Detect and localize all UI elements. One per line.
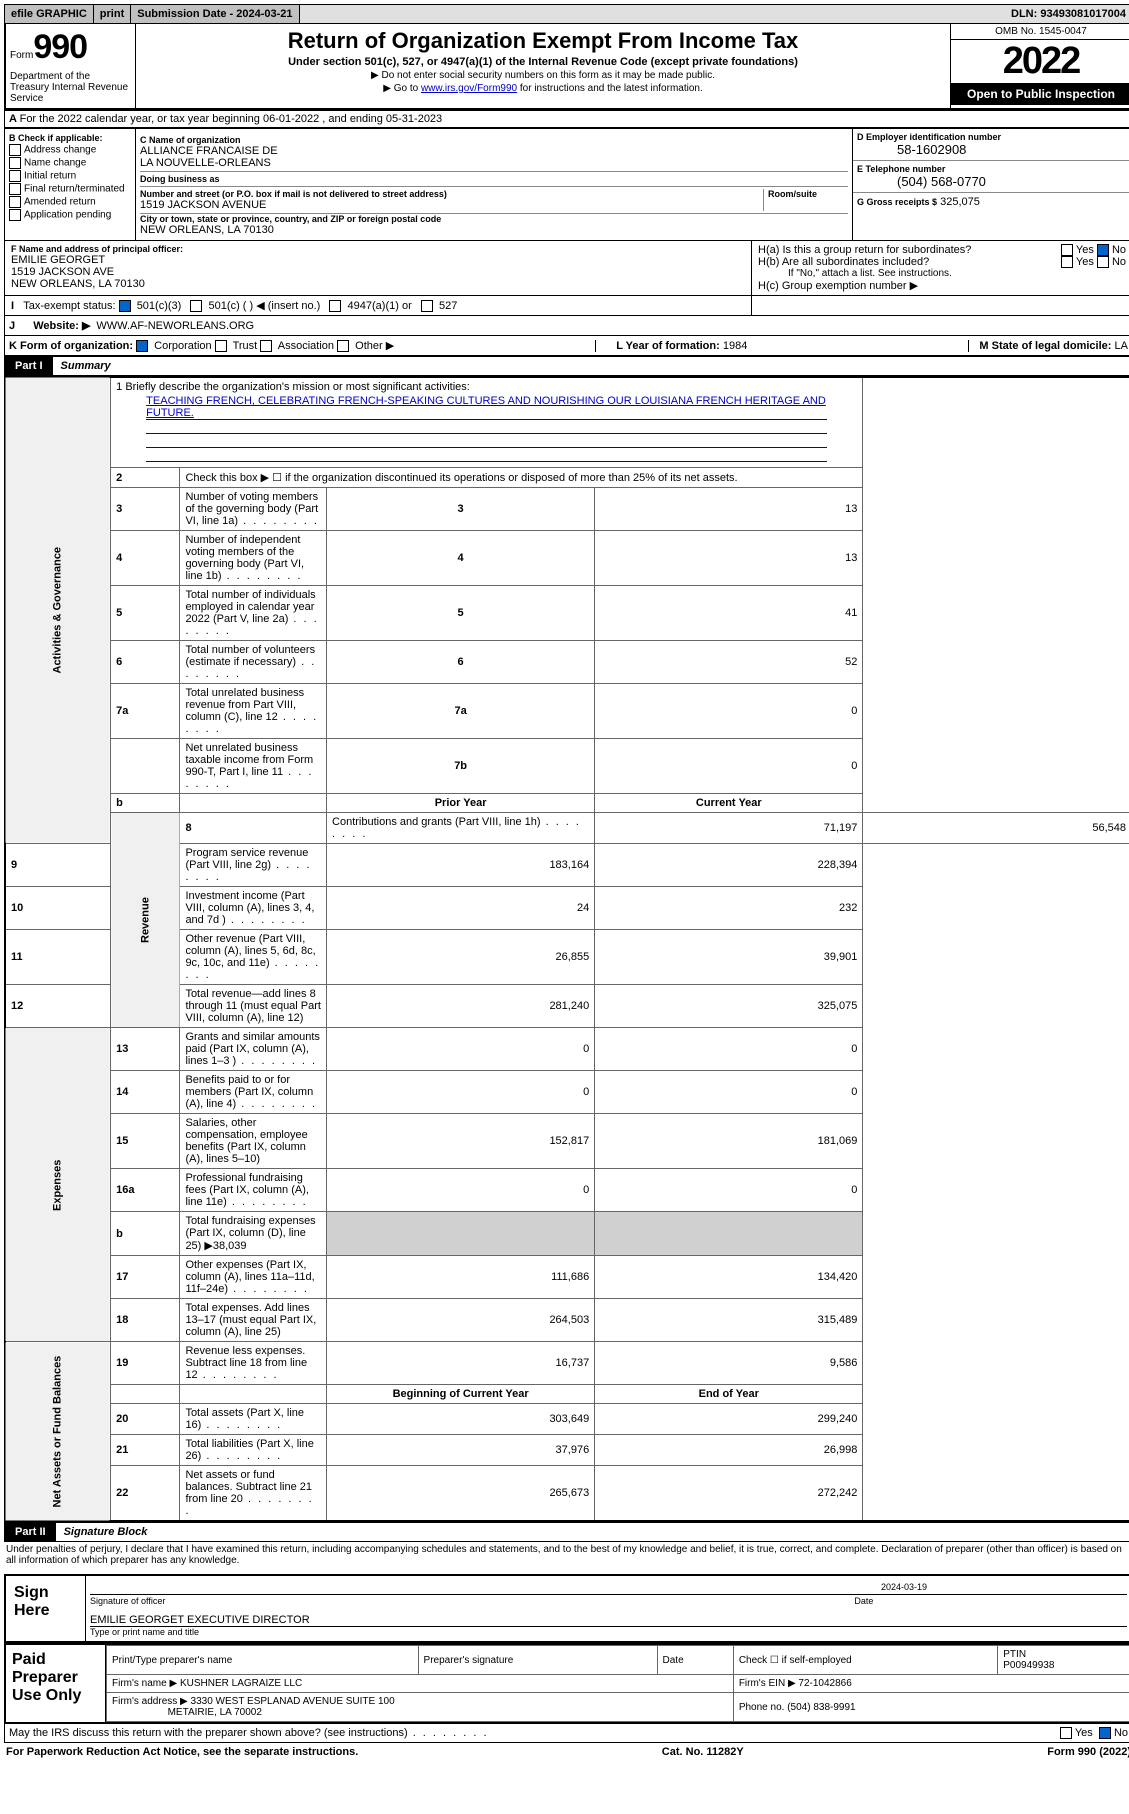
val-7b: 0 xyxy=(595,739,863,794)
block-c: C Name of organizationALLIANCE FRANCAISE… xyxy=(135,129,852,240)
checkbox-pending[interactable] xyxy=(9,209,21,221)
part1-title: Summary xyxy=(53,360,111,372)
block-bcd: B Check if applicable: Address change Na… xyxy=(4,128,1129,241)
form-word: Form xyxy=(10,50,33,61)
gross-receipts: 325,075 xyxy=(940,196,980,208)
cb-501c[interactable] xyxy=(190,300,202,312)
domicile: LA xyxy=(1115,340,1128,352)
irs-link[interactable]: www.irs.gov/Form990 xyxy=(421,83,517,94)
summary-table: Activities & Governance 1 Briefly descri… xyxy=(4,376,1129,1522)
firm-addr2: METAIRIE, LA 70002 xyxy=(168,1707,262,1718)
part2-label: Part II xyxy=(5,1523,56,1541)
city-state-zip: NEW ORLEANS, LA 70130 xyxy=(140,224,848,236)
officer-addr2: NEW ORLEANS, LA 70130 xyxy=(11,278,745,290)
cb-assoc[interactable] xyxy=(260,340,272,352)
checkbox-amended[interactable] xyxy=(9,196,21,208)
checkbox-name[interactable] xyxy=(9,157,21,169)
val-4: 13 xyxy=(595,531,863,586)
officer-addr1: 1519 JACKSON AVE xyxy=(11,266,745,278)
val-6: 52 xyxy=(595,641,863,684)
ha-yes[interactable] xyxy=(1061,244,1073,256)
vert-governance: Activities & Governance xyxy=(5,377,111,844)
submission-date: Submission Date - 2024-03-21 xyxy=(131,5,299,23)
val-5: 41 xyxy=(595,586,863,641)
subtitle: Under section 501(c), 527, or 4947(a)(1)… xyxy=(140,56,946,68)
hb-no[interactable] xyxy=(1097,256,1109,268)
year-formation: 1984 xyxy=(723,340,747,352)
ptin: P00949938 xyxy=(1003,1660,1054,1671)
hb-yes[interactable] xyxy=(1061,256,1073,268)
instr2: ▶ Go to www.irs.gov/Form990 for instruct… xyxy=(140,83,946,94)
penalty-text: Under penalties of perjury, I declare th… xyxy=(4,1542,1129,1568)
form-footer: Form 990 (2022) xyxy=(1047,1746,1129,1758)
val-3: 13 xyxy=(595,488,863,531)
cb-501c3[interactable] xyxy=(119,300,131,312)
dept-text: Department of the Treasury Internal Reve… xyxy=(10,67,131,104)
block-de: D Employer identification number58-16029… xyxy=(852,129,1129,240)
sign-date: 2024-03-19 xyxy=(881,1582,927,1592)
omb-number: OMB No. 1545-0047 xyxy=(951,24,1129,40)
discuss-no[interactable] xyxy=(1099,1727,1111,1739)
val-8c: 56,548 xyxy=(863,813,1129,844)
website: WWW.AF-NEWORLEANS.ORG xyxy=(96,320,254,332)
vert-netassets: Net Assets or Fund Balances xyxy=(5,1342,111,1522)
preparer-block: Paid Preparer Use Only Print/Type prepar… xyxy=(4,1643,1129,1724)
org-name: ALLIANCE FRANCAISE DE LA NOUVELLE-ORLEAN… xyxy=(140,145,848,169)
part2-title: Signature Block xyxy=(56,1526,148,1538)
block-b: B Check if applicable: Address change Na… xyxy=(5,129,135,240)
firm-ein: 72-1042866 xyxy=(798,1678,851,1689)
cb-trust[interactable] xyxy=(215,340,227,352)
mission-q: 1 Briefly describe the organization's mi… xyxy=(116,381,857,393)
ein: 58-1602908 xyxy=(857,142,1128,157)
mission-text: TEACHING FRENCH, CELEBRATING FRENCH-SPEA… xyxy=(146,395,827,420)
val-8p: 71,197 xyxy=(595,813,863,844)
cb-other[interactable] xyxy=(337,340,349,352)
part1-bar: Part I Summary xyxy=(4,356,1129,376)
efile-button[interactable]: efile GRAPHIC xyxy=(5,5,94,23)
print-button[interactable]: print xyxy=(94,5,131,23)
checkbox-address[interactable] xyxy=(9,144,21,156)
tax-year: 2022 xyxy=(951,40,1129,83)
main-title: Return of Organization Exempt From Incom… xyxy=(140,28,946,54)
row-i: I Tax-exempt status: 501(c)(3) 501(c) ( … xyxy=(4,296,1129,316)
row-k: K Form of organization: Corporation Trus… xyxy=(4,336,1129,356)
part2-bar: Part II Signature Block xyxy=(4,1522,1129,1542)
discuss-yes[interactable] xyxy=(1060,1727,1072,1739)
cb-4947[interactable] xyxy=(329,300,341,312)
phone: (504) 568-0770 xyxy=(857,174,1128,189)
part1-label: Part I xyxy=(5,357,53,375)
firm-phone: (504) 838-9991 xyxy=(787,1702,855,1713)
section-a: A For the 2022 calendar year, or tax yea… xyxy=(4,110,1129,128)
officer-name: EMILIE GEORGET xyxy=(11,254,745,266)
discuss-row: May the IRS discuss this return with the… xyxy=(4,1724,1129,1743)
row-j: J Website: ▶ WWW.AF-NEWORLEANS.ORG xyxy=(4,316,1129,336)
firm-name: KUSHNER LAGRAIZE LLC xyxy=(180,1678,302,1689)
checkbox-initial[interactable] xyxy=(9,170,21,182)
ha-no[interactable] xyxy=(1097,244,1109,256)
block-b-heading: B Check if applicable: xyxy=(9,133,131,143)
preparer-label: Paid Preparer Use Only xyxy=(6,1645,106,1722)
form-number: 990 xyxy=(33,28,87,66)
instr1: ▶ Do not enter social security numbers o… xyxy=(140,70,946,81)
cb-527[interactable] xyxy=(421,300,433,312)
dln-text: DLN: 93493081017004 xyxy=(1005,5,1129,23)
top-bar: efile GRAPHIC print Submission Date - 20… xyxy=(4,4,1129,24)
cat-no: Cat. No. 11282Y xyxy=(662,1746,744,1758)
firm-addr1: 3330 WEST ESPLANAD AVENUE SUITE 100 xyxy=(191,1696,395,1707)
block-fh: F Name and address of principal officer:… xyxy=(4,241,1129,296)
checkbox-final[interactable] xyxy=(9,183,21,195)
paperwork-notice: For Paperwork Reduction Act Notice, see … xyxy=(6,1746,358,1758)
footer: For Paperwork Reduction Act Notice, see … xyxy=(4,1743,1129,1761)
officer-name-title: EMILIE GEORGET EXECUTIVE DIRECTOR xyxy=(90,1614,1127,1626)
vert-revenue: Revenue xyxy=(111,813,180,1028)
open-public-badge: Open to Public Inspection xyxy=(951,83,1129,105)
street-address: 1519 JACKSON AVENUE xyxy=(140,199,763,211)
cb-corp[interactable] xyxy=(136,340,148,352)
vert-expenses: Expenses xyxy=(5,1028,111,1342)
form-header: Form990 Department of the Treasury Inter… xyxy=(4,24,1129,110)
sign-block: Sign Here Signature of officerDate 2024-… xyxy=(4,1574,1129,1643)
sign-here-label: Sign Here xyxy=(6,1576,86,1641)
val-7a: 0 xyxy=(595,684,863,739)
